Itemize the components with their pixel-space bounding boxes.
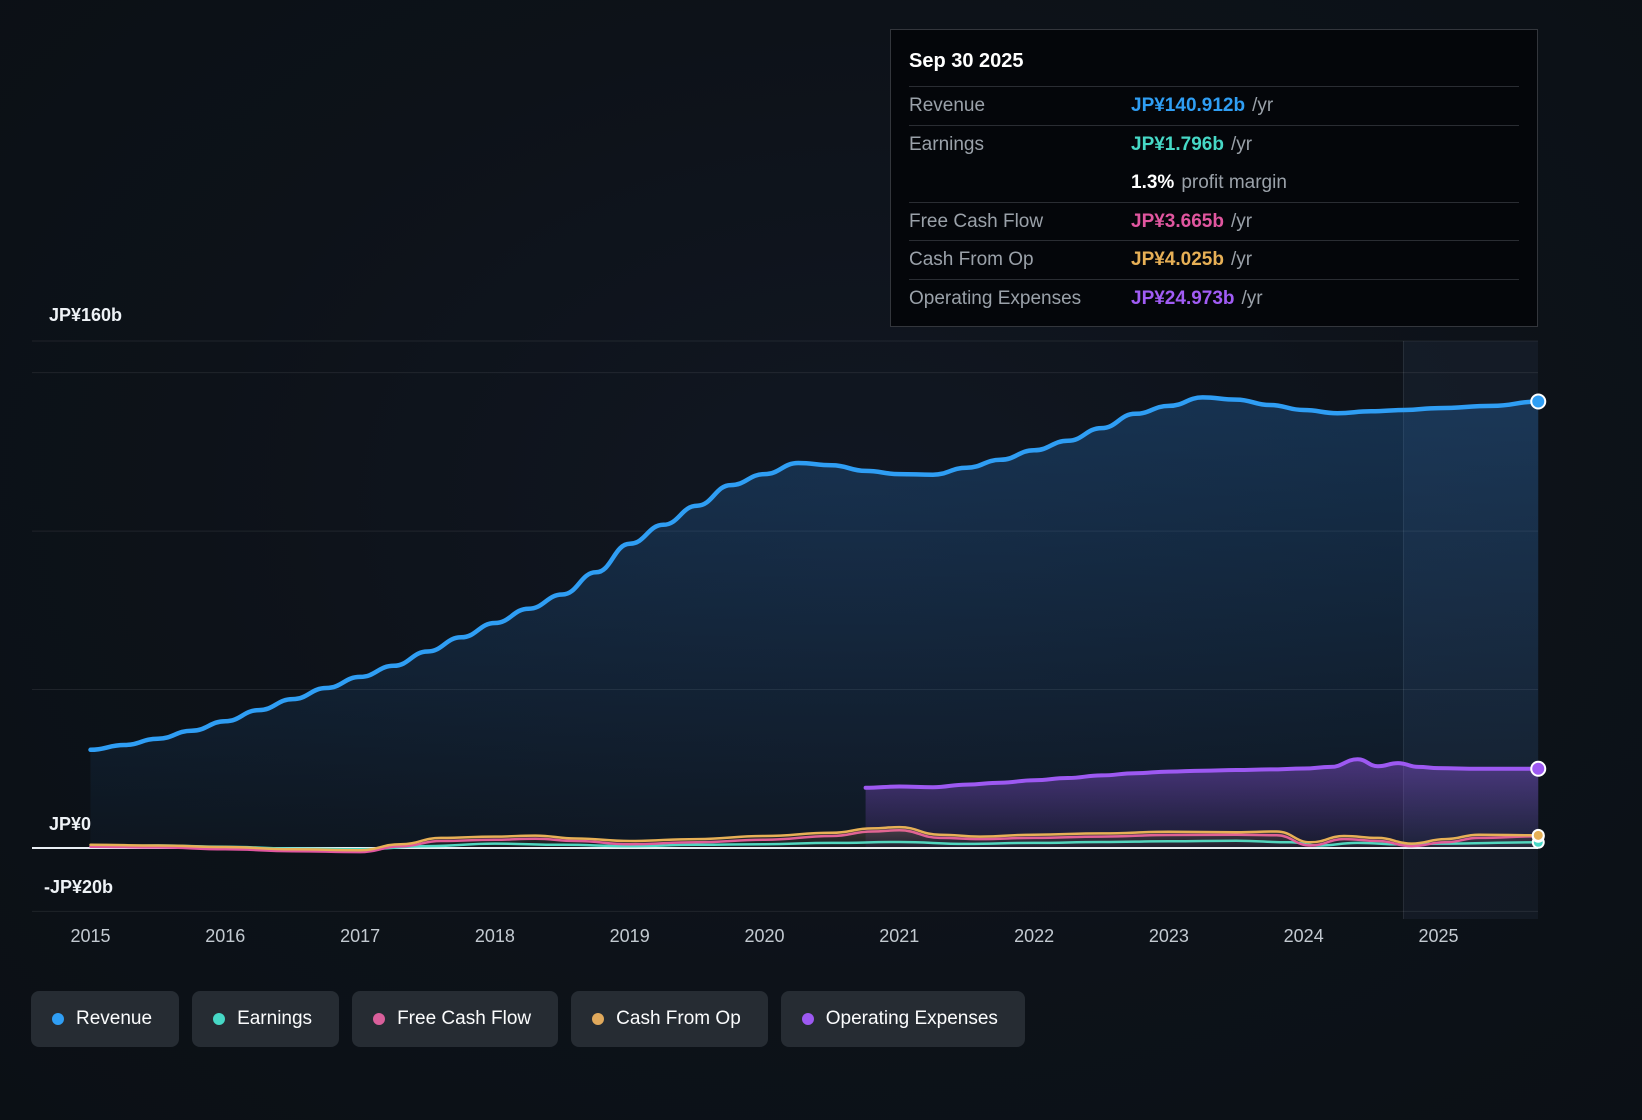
x-axis-label: 2022 (1014, 926, 1055, 946)
tooltip-row-label: Revenue (909, 95, 986, 116)
tooltip: Sep 30 2025 Revenue JP¥140.912b /yr Earn… (890, 29, 1538, 328)
x-axis-label: 2017 (340, 926, 381, 946)
tooltip-row-earnings: Earnings JP¥1.796b /yr (909, 126, 1519, 164)
tooltip-row-value: JP¥140.912b (1131, 95, 1246, 116)
tooltip-row-suffix: /yr (1252, 95, 1274, 116)
x-axis-label: 2018 (474, 926, 515, 946)
tooltip-row-value: JP¥3.665b (1131, 210, 1224, 232)
tooltip-row-free-cash-flow: Free Cash Flow JP¥3.665b /yr (909, 203, 1519, 242)
free-cash-flow-dot-icon (373, 1013, 386, 1025)
legend-item-operating-expenses[interactable]: Operating Expenses (780, 991, 1025, 1047)
cash-from-op-marker (1531, 828, 1545, 842)
x-axis-label: 2015 (70, 926, 111, 946)
legend-label: Cash From Op (616, 1008, 741, 1029)
earnings-dot-icon (213, 1013, 226, 1025)
tooltip-row-suffix: profit margin (1181, 171, 1287, 193)
x-axis-label: 2025 (1418, 926, 1459, 946)
revenue-line (88, 395, 1541, 753)
y-axis-label-top: JP¥160b (49, 305, 123, 325)
tooltip-row-profit-margin: 1.3% profit margin (909, 164, 1519, 203)
legend-label: Operating Expenses (825, 1008, 998, 1029)
tooltip-row-suffix: /yr (1230, 210, 1253, 232)
tooltip-date: Sep 30 2025 (909, 42, 1519, 87)
tooltip-row-cash-from-op: Cash From Op JP¥4.025b /yr (909, 241, 1519, 281)
legend-label: Free Cash Flow (397, 1008, 532, 1029)
y-axis-label-negative: -JP¥20b (44, 877, 114, 897)
tooltip-row-label: Free Cash Flow (909, 210, 1044, 232)
tooltip-row-suffix: /yr (1230, 133, 1253, 155)
operating-expenses-dot-icon (801, 1013, 814, 1025)
legend-item-revenue[interactable]: Revenue (31, 991, 180, 1047)
operating-expenses-line (863, 757, 1541, 790)
cash-from-op-dot-icon (592, 1013, 605, 1025)
x-axis-label: 2016 (205, 926, 246, 946)
x-axis-label: 2021 (879, 926, 920, 946)
y-axis-label-zero: JP¥0 (49, 814, 92, 834)
cash-from-op-line (89, 825, 1540, 852)
tooltip-row-suffix: /yr (1241, 288, 1263, 310)
tooltip-row-label: Cash From Op (909, 249, 1034, 271)
legend: Revenue Earnings Free Cash Flow Cash Fro… (31, 991, 1025, 1047)
tooltip-row-operating-expenses: Operating Expenses JP¥24.973b /yr (909, 280, 1519, 318)
tooltip-row-revenue: Revenue JP¥140.912b /yr (909, 87, 1519, 126)
x-axis-label: 2024 (1283, 926, 1324, 946)
tooltip-row-suffix: /yr (1230, 249, 1253, 271)
x-axis-label: 2019 (609, 926, 650, 946)
tooltip-row-value: JP¥4.025b (1131, 249, 1224, 271)
tooltip-row-value: JP¥24.973b (1131, 288, 1235, 310)
tooltip-row-value: 1.3% (1131, 171, 1175, 193)
revenue-area (90, 397, 1539, 848)
tooltip-row-label: Earnings (909, 133, 984, 155)
operating-expenses-marker (1530, 760, 1547, 777)
legend-label: Earnings (237, 1008, 313, 1029)
tooltip-row-label: Operating Expenses (909, 288, 1082, 310)
tooltip-row-value: JP¥1.796b (1131, 133, 1224, 155)
x-axis-label: 2023 (1148, 926, 1189, 946)
revenue-marker (1530, 393, 1547, 410)
x-axis-label: 2020 (744, 926, 785, 946)
legend-item-cash-from-op[interactable]: Cash From Op (571, 991, 768, 1047)
legend-item-earnings[interactable]: Earnings (192, 991, 340, 1047)
legend-item-free-cash-flow[interactable]: Free Cash Flow (352, 991, 559, 1047)
revenue-dot-icon (52, 1013, 64, 1025)
legend-label: Revenue (76, 1008, 153, 1029)
